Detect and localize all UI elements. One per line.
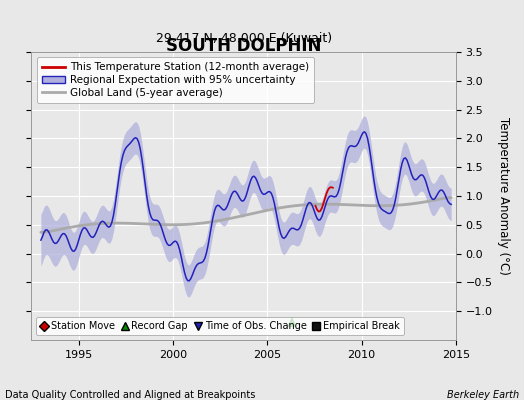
Text: Berkeley Earth: Berkeley Earth [446,390,519,400]
Y-axis label: Temperature Anomaly (°C): Temperature Anomaly (°C) [497,117,510,275]
Title: SOUTH DOLPHIN: SOUTH DOLPHIN [166,37,321,55]
Text: Data Quality Controlled and Aligned at Breakpoints: Data Quality Controlled and Aligned at B… [5,390,256,400]
Text: 29.417 N, 48.000 E (Kuwait): 29.417 N, 48.000 E (Kuwait) [156,32,332,45]
Legend: Station Move, Record Gap, Time of Obs. Change, Empirical Break: Station Move, Record Gap, Time of Obs. C… [36,317,403,335]
